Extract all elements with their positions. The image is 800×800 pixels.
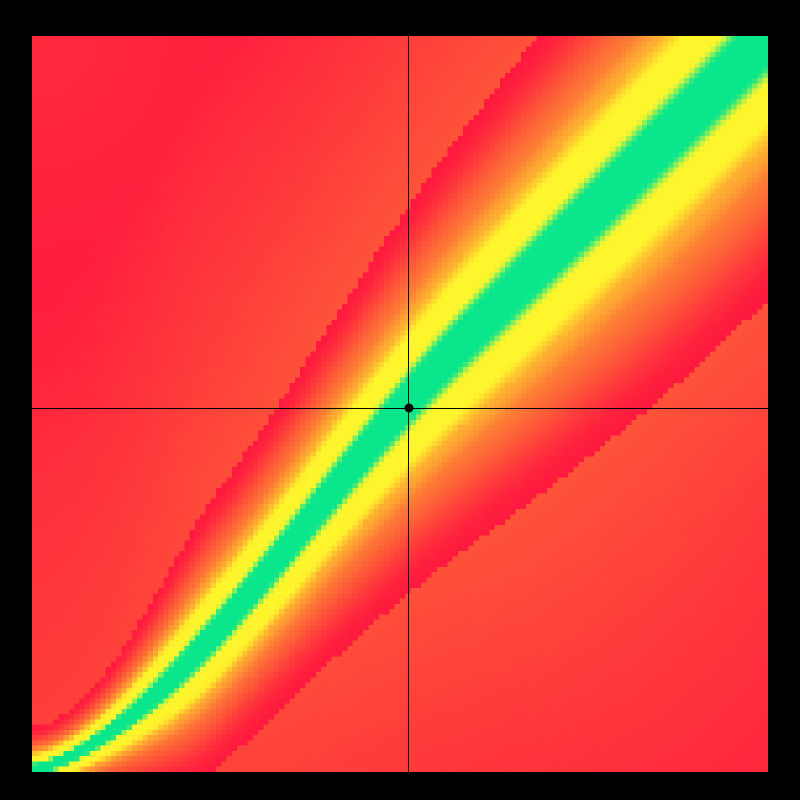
crosshair-horizontal [32,408,768,409]
chart-container: TheBottleneck.com [0,0,800,800]
watermark-text: TheBottleneck.com [534,6,780,37]
data-point-marker [404,404,413,413]
bottleneck-heatmap [32,36,768,772]
